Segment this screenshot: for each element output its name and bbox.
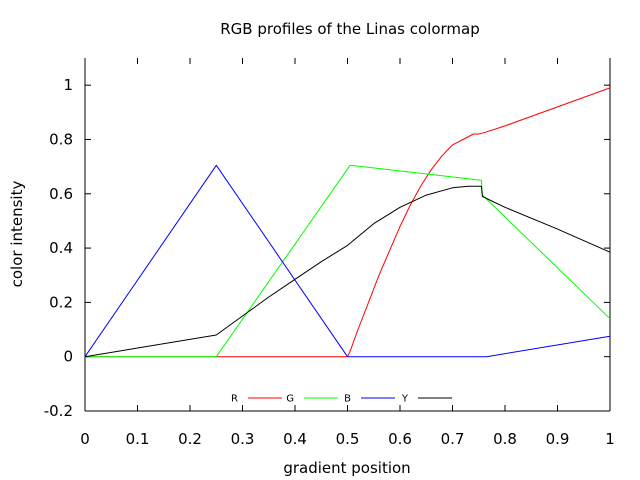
legend-label-g: G xyxy=(286,394,294,405)
legend-label-y: Y xyxy=(401,394,409,405)
x-tick-label: 0.1 xyxy=(126,430,150,448)
y-tick-label: 1 xyxy=(63,76,73,94)
series-group xyxy=(84,87,611,358)
x-tick-label: 0 xyxy=(80,430,90,448)
series-line-r xyxy=(85,87,611,358)
y-axis-label: color intensity xyxy=(8,181,26,288)
axes: 0 0.1 0.2 0.3 0.4 0.5 0.6 0.7 0.8 0.9 1 -0.2 0 0.2 0.4… xyxy=(44,58,615,448)
x-axis-label: gradient position xyxy=(283,459,410,477)
y-tick-label: 0.8 xyxy=(49,130,73,148)
x-tick-label: 0.9 xyxy=(546,430,570,448)
x-tick-label: 0.5 xyxy=(336,430,360,448)
x-tick-label: 1 xyxy=(605,430,615,448)
x-tick-label: 0.2 xyxy=(178,430,202,448)
y-tick-label: -0.2 xyxy=(44,402,73,420)
x-tick-label: 0.3 xyxy=(231,430,255,448)
series-line-y xyxy=(84,185,611,358)
y-tick-label: 0.2 xyxy=(49,293,73,311)
series-line-g xyxy=(85,164,611,358)
series-line-b xyxy=(84,164,611,358)
chart-title: RGB profiles of the Linas colormap xyxy=(220,20,479,38)
y-tick-label: 0.4 xyxy=(49,239,73,257)
x-tick-label: 0.4 xyxy=(283,430,307,448)
x-tick-label: 0.6 xyxy=(388,430,412,448)
x-tick-label: 0.8 xyxy=(493,430,517,448)
legend-label-r: R xyxy=(231,394,238,405)
y-tick-label: 0.6 xyxy=(49,185,73,203)
legend-label-b: B xyxy=(344,394,351,405)
y-tick-label: 0 xyxy=(63,348,73,366)
x-tick-label: 0.7 xyxy=(441,430,465,448)
